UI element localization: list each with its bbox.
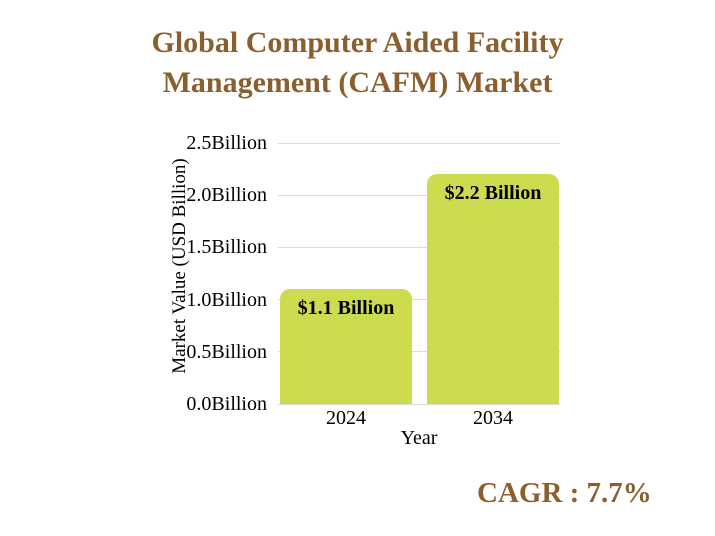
gridline xyxy=(278,351,560,353)
x-axis-tick-label: 2024 xyxy=(326,407,366,429)
bar-2024: $1.1 Billion xyxy=(280,289,412,404)
y-axis-tick-label: 1.5Billion xyxy=(186,236,267,259)
y-axis-tick-label: 2.5Billion xyxy=(186,132,267,154)
y-axis-tick-label: 2.0Billion xyxy=(186,184,267,207)
chart-title: Global Computer Aided Facility Managemen… xyxy=(0,23,715,103)
x-axis-tick-label: 2034 xyxy=(473,407,513,429)
gridline xyxy=(278,403,560,405)
gridline xyxy=(278,246,560,248)
bar-value-label: $1.1 Billion xyxy=(297,297,395,319)
y-axis-tick-label: 1.0Billion xyxy=(186,288,267,311)
bar-2034: $2.2 Billion xyxy=(427,174,559,404)
x-axis-title: Year xyxy=(400,427,438,449)
chart-title-line2: Management (CAFM) Market xyxy=(162,66,553,99)
cagr-label: CAGR : 7.7% xyxy=(477,477,652,509)
bar-value-label: $2.2 Billion xyxy=(444,182,542,204)
y-axis-tick-label: 0.5Billion xyxy=(186,340,267,363)
y-axis-tick-label: 0.0Billion xyxy=(186,393,267,415)
gridline xyxy=(278,194,560,196)
gridline xyxy=(278,142,560,144)
chart-title-line1: Global Computer Aided Facility xyxy=(151,26,564,59)
gridline xyxy=(278,299,560,301)
